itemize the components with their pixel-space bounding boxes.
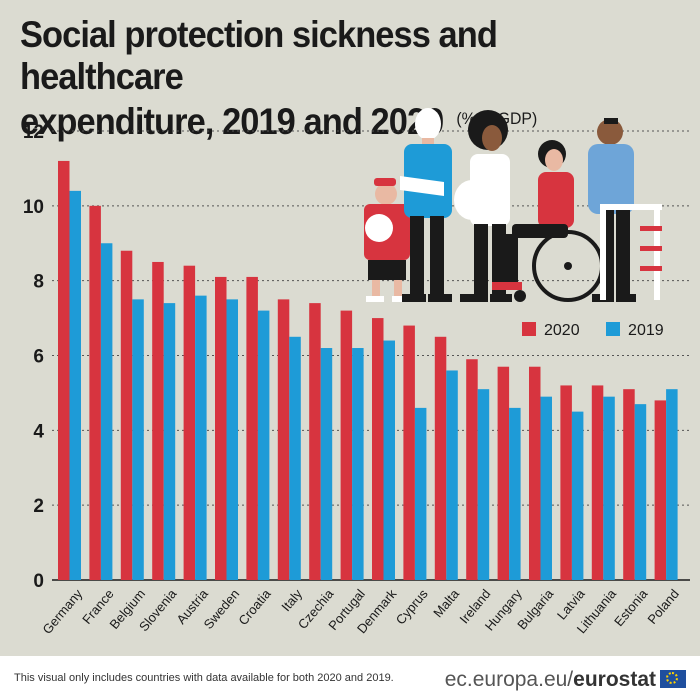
bar-2019-denmark (383, 340, 395, 580)
bar-2019-poland (666, 389, 678, 580)
bar-2019-france (100, 243, 113, 580)
man-with-arm-sling-icon (400, 108, 452, 302)
x-tick-label: Cyprus (393, 586, 431, 628)
bar-2019-estonia (634, 404, 647, 580)
bar-2019-croatia (257, 310, 270, 580)
bar-2019-latvia (571, 411, 584, 580)
legend: 2020 2019 (522, 322, 686, 340)
bar-2020-czechia (309, 303, 321, 580)
bar-2019-bulgaria (540, 396, 552, 580)
bar-2020-austria (183, 265, 196, 580)
bar-2020-lithuania (591, 385, 604, 580)
bar-2019-slovenia (163, 303, 176, 580)
legend-item-2019: 2019 (606, 322, 664, 340)
x-tick-label: Croatia (235, 586, 274, 628)
y-tick-label: 6 (33, 347, 44, 368)
bar-2020-sweden (215, 276, 227, 580)
brand-site: ec.europa.eu/ (444, 668, 574, 691)
legend-item-2020: 2020 (522, 322, 580, 340)
bar-2020-latvia (560, 385, 572, 580)
bar-2020-bulgaria (529, 366, 541, 580)
bar-chart: 0 2 4 6 8 10 12 (23, 108, 690, 637)
y-tick-label: 10 (23, 197, 44, 218)
bar-2020-hungary (497, 366, 510, 580)
bar-2019-sweden (226, 299, 238, 580)
legend-swatch-2020 (522, 322, 536, 336)
bar-2019-italy (289, 336, 301, 580)
eurostat-brand[interactable]: ec.europa.eu/eurostat (445, 668, 686, 692)
y-tick-label: 8 (33, 272, 44, 293)
title-line-1: Social protection sickness and healthcar… (20, 14, 498, 97)
x-axis-category-labels: GermanyFranceBelgiumSloveniaAustriaSwede… (39, 586, 681, 637)
bar-2020-croatia (246, 276, 258, 580)
y-tick-label: 4 (33, 421, 44, 442)
x-tick-label: Italy (278, 586, 305, 614)
x-tick-label: Germany (39, 586, 85, 637)
bar-2020-slovenia (152, 261, 164, 580)
x-tick-label: Estonia (611, 586, 651, 629)
bar-2019-malta (446, 370, 458, 580)
eu-flag-icon (660, 670, 686, 688)
legend-label-2020: 2020 (544, 322, 580, 339)
bar-2020-cyprus (403, 325, 415, 580)
bar-2020-poland (654, 400, 667, 580)
bar-2019-ireland (477, 389, 490, 580)
y-axis-tick-labels: 0 2 4 6 8 10 12 (23, 122, 45, 592)
pregnant-woman-icon (454, 110, 512, 302)
bar-2020-germany (58, 160, 70, 580)
footnote: This visual only includes countries with… (14, 672, 394, 684)
bar-2020-denmark (372, 318, 384, 580)
y-tick-label: 12 (23, 122, 44, 143)
title-line-2-text: expenditure, 2019 and 2020 (20, 101, 444, 142)
legend-swatch-2019 (606, 322, 621, 336)
bar-2019-austria (195, 295, 207, 580)
bar-2019-czechia (320, 348, 333, 580)
bars (58, 160, 678, 581)
bar-2019-hungary (509, 407, 521, 580)
y-tick-label: 0 (33, 571, 44, 592)
bar-2019-belgium (132, 299, 144, 580)
bar-2020-france (89, 205, 101, 581)
bar-2020-estonia (623, 389, 635, 580)
y-tick-label: 2 (33, 496, 44, 517)
bar-2020-ireland (466, 359, 478, 580)
bar-2020-malta (434, 336, 447, 580)
bar-2019-cyprus (414, 407, 427, 580)
footer: This visual only includes countries with… (0, 656, 700, 700)
child-figure-icon (364, 178, 410, 302)
bar-2020-belgium (120, 250, 133, 580)
legend-label-2019: 2019 (628, 322, 664, 339)
bar-2019-germany (69, 190, 81, 580)
people-with-health-and-mobility-aids-illustration (364, 108, 662, 302)
elderly-man-with-walker-icon (588, 118, 662, 302)
bar-2019-portugal (352, 348, 364, 580)
bar-2019-lithuania (603, 396, 615, 580)
x-tick-label: Poland (644, 586, 682, 627)
bar-2020-italy (277, 299, 290, 580)
brand-name: eurostat (573, 668, 656, 691)
bar-2020-portugal (340, 310, 353, 580)
